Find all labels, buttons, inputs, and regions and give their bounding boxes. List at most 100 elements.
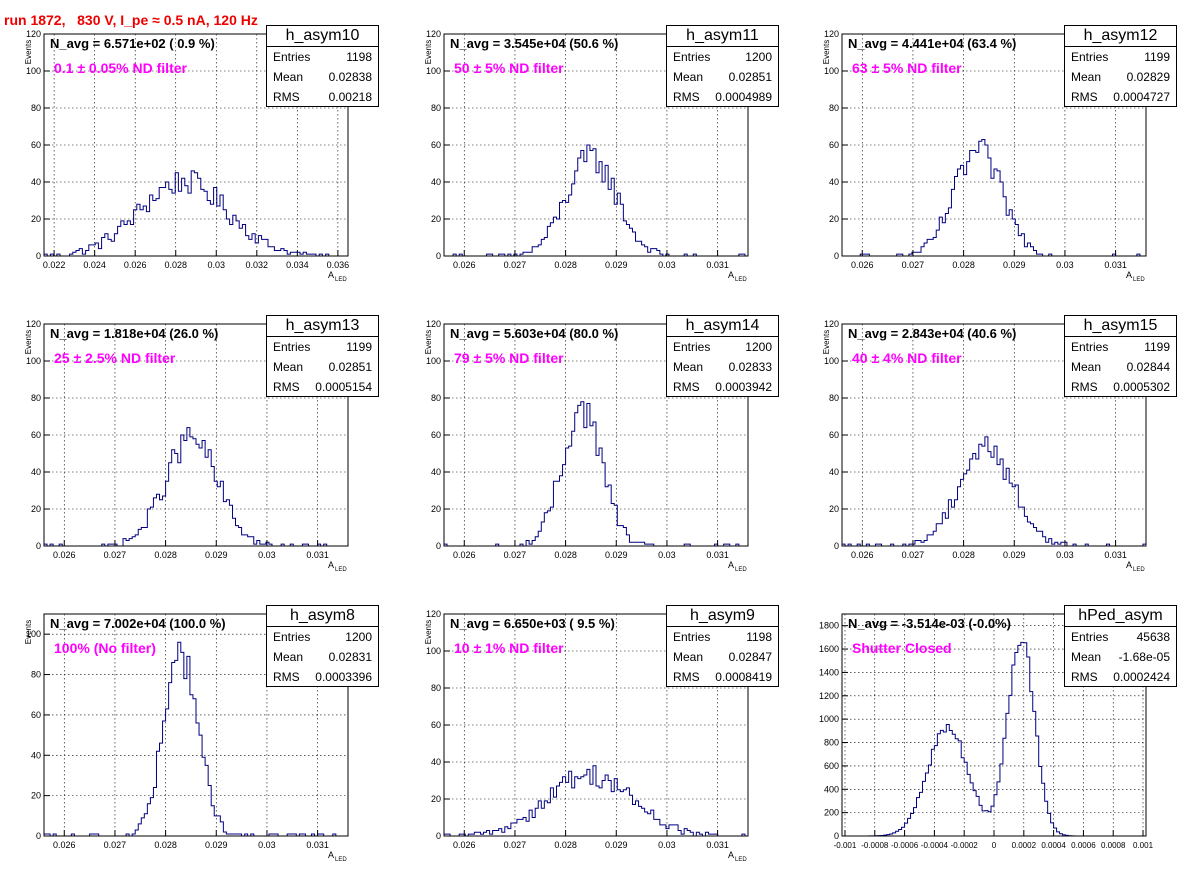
- stats-row-rms: RMS 0.0003942: [667, 377, 778, 397]
- x-tick-label: 0.028: [952, 550, 975, 560]
- filter-annotation: 79 ± 5% ND filter: [454, 350, 564, 366]
- y-tick-label: 20: [829, 214, 839, 224]
- y-tick-label: 40: [431, 177, 441, 187]
- y-tick-label: 20: [829, 504, 839, 514]
- plot-frame: [43, 613, 349, 837]
- y-tick-label: 0: [834, 251, 839, 261]
- y-tick-label: 200: [824, 808, 839, 818]
- stats-row-entries: Entries 1199: [1065, 337, 1176, 357]
- histogram-title: h_asym12: [1065, 26, 1176, 47]
- stats-value: 0.02829: [1126, 70, 1170, 84]
- stats-box: h_asym10 Entries 1198 Mean 0.02838 RMS 0.00218: [266, 25, 379, 107]
- histogram-series: [443, 401, 748, 547]
- filter-annotation: 40 ± 4% ND filter: [852, 350, 962, 366]
- x-tick-label: 0.026: [453, 840, 476, 850]
- stats-value: -1.68e-05: [1118, 650, 1170, 664]
- y-axis-label: Events: [24, 40, 33, 64]
- x-tick-label: -0.0004: [921, 841, 949, 850]
- stats-value: 0.02838: [328, 70, 372, 84]
- stats-row-mean: Mean 0.02833: [667, 357, 778, 377]
- y-tick-label: 120: [26, 319, 41, 329]
- stats-row-rms: RMS 0.0004727: [1065, 87, 1176, 107]
- stats-row-rms: RMS 0.0002424: [1065, 667, 1176, 687]
- x-tick-label: 0.022: [43, 260, 66, 270]
- y-tick-label: 40: [31, 177, 41, 187]
- stats-value: 1200: [745, 50, 772, 64]
- x-tick-label: 0.026: [53, 840, 76, 850]
- histogram-title: h_asym15: [1065, 316, 1176, 337]
- y-tick-label: 60: [829, 140, 839, 150]
- stats-row-mean: Mean 0.02829: [1065, 67, 1176, 87]
- stats-row-mean: Mean 0.02831: [267, 647, 378, 667]
- stats-key: Entries: [273, 50, 311, 64]
- stats-value: 0.0005302: [1113, 380, 1170, 394]
- histogram-series: [444, 144, 748, 257]
- histogram-panel-h_asym9: 0.026 0.027 0.028 0.029 0.03 0.031 0 20 40 60 80 10…: [400, 605, 796, 872]
- histogram-title: h_asym8: [267, 606, 378, 627]
- stats-box: h_asym15 Entries 1199 Mean 0.02844 RMS 0.00053…: [1064, 315, 1177, 397]
- x-tick-label: -0.0008: [861, 841, 889, 850]
- histogram-title: h_asym13: [267, 316, 378, 337]
- y-axis-label: Events: [822, 330, 831, 354]
- stats-key: Mean: [1071, 70, 1102, 84]
- y-tick-label: 600: [824, 761, 839, 771]
- stats-box: h_asym12 Entries 1199 Mean 0.02829 RMS 0.00047…: [1064, 25, 1177, 107]
- x-tick-label: 0.036: [327, 260, 350, 270]
- x-tick-label: 0.028: [952, 260, 975, 270]
- stats-row-entries: Entries 1200: [267, 627, 378, 647]
- stats-box: h_asym9 Entries 1198 Mean 0.02847 RMS 0.000841…: [666, 605, 779, 687]
- y-tick-label: 20: [431, 794, 441, 804]
- x-tick-label: 0.0008: [1101, 841, 1126, 850]
- stats-key: RMS: [673, 380, 700, 394]
- stats-row-mean: Mean 0.02851: [667, 67, 778, 87]
- stats-row-rms: RMS 0.0005154: [267, 377, 378, 397]
- stats-row-entries: Entries 1198: [667, 627, 778, 647]
- y-tick-label: 100: [26, 356, 41, 366]
- y-tick-label: 120: [426, 319, 441, 329]
- x-axis-label: A: [1126, 560, 1132, 570]
- stats-key: Entries: [1071, 50, 1109, 64]
- y-tick-label: 20: [431, 504, 441, 514]
- x-tick-label: 0.027: [104, 550, 127, 560]
- stats-row-rms: RMS 0.0008419: [667, 667, 778, 687]
- stats-row-entries: Entries 1199: [1065, 47, 1176, 67]
- stats-key: Entries: [273, 340, 311, 354]
- y-tick-label: 40: [431, 467, 441, 477]
- y-axis-label: Events: [24, 620, 33, 644]
- histogram-panel-h_asym14: 0.026 0.027 0.028 0.029 0.03 0.031 0 20 40 60 80 10…: [400, 315, 796, 582]
- y-tick-label: 100: [26, 66, 41, 76]
- filter-annotation: 50 ± 5% ND filter: [454, 60, 564, 76]
- x-tick-label: 0.031: [706, 260, 729, 270]
- x-axis-label: A: [728, 560, 734, 570]
- x-tick-label: -0.001: [834, 841, 857, 850]
- x-tick-label: 0: [992, 841, 997, 850]
- stats-row-entries: Entries 1199: [267, 337, 378, 357]
- stats-row-mean: Mean 0.02838: [267, 67, 378, 87]
- filter-annotation: 10 ± 1% ND filter: [454, 640, 564, 656]
- stats-row-entries: Entries 45638: [1065, 627, 1176, 647]
- y-tick-label: 20: [431, 214, 441, 224]
- stats-key: RMS: [673, 670, 700, 684]
- y-tick-label: 20: [31, 504, 41, 514]
- stats-row-mean: Mean 0.02847: [667, 647, 778, 667]
- stats-box: h_asym8 Entries 1200 Mean 0.02831 RMS 0.000339…: [266, 605, 379, 687]
- x-axis-label: A: [328, 270, 334, 280]
- stats-value: 0.0003942: [715, 380, 772, 394]
- x-tick-label: 0.0006: [1071, 841, 1096, 850]
- stats-key: Mean: [1071, 650, 1102, 664]
- histogram-title: h_asym9: [667, 606, 778, 627]
- x-axis-label: A: [1126, 270, 1132, 280]
- stats-box: h_asym14 Entries 1200 Mean 0.02833 RMS 0.00039…: [666, 315, 779, 397]
- x-tick-label: 0.026: [851, 260, 874, 270]
- histogram-series: [443, 765, 748, 837]
- histogram-panel-h_asym11: 0.026 0.027 0.028 0.029 0.03 0.031 0 20 40 60 80 10…: [400, 25, 796, 292]
- navg-label: N_avg = 3.545e+04 (50.6 %): [450, 36, 619, 51]
- histogram-panel-h_asym15: 0.026 0.027 0.028 0.029 0.03 0.031 0 20 40 60 80 10…: [798, 315, 1194, 582]
- x-tick-label: 0.031: [306, 840, 329, 850]
- navg-label: N_avg = 5.603e+04 (80.0 %): [450, 326, 619, 341]
- stats-key: Mean: [1071, 360, 1102, 374]
- stats-key: Entries: [1071, 340, 1109, 354]
- filter-annotation: 0.1 ± 0.05% ND filter: [54, 60, 187, 76]
- y-tick-label: 1000: [819, 714, 839, 724]
- x-axis-label: A: [728, 270, 734, 280]
